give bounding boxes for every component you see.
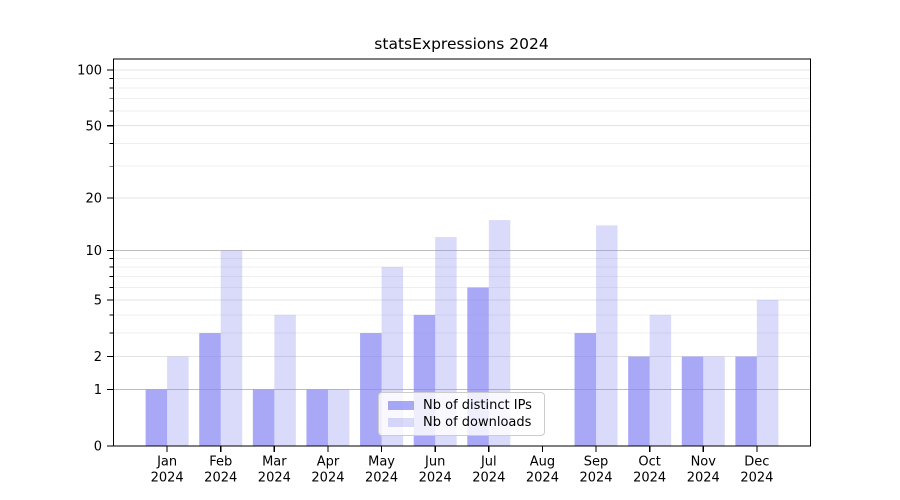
x-tick-label-month-may: May bbox=[368, 455, 395, 470]
legend-label-downloads: Nb of downloads bbox=[423, 415, 532, 430]
x-tick-label-year-jan: 2024 bbox=[151, 471, 184, 486]
bar-nb-of-distinct-ips-feb bbox=[199, 333, 221, 446]
bar-nb-of-distinct-ips-apr bbox=[306, 389, 328, 446]
bar-nb-of-distinct-ips-may bbox=[360, 333, 382, 446]
bar-nb-of-downloads-oct bbox=[649, 314, 672, 446]
legend-swatch-downloads bbox=[388, 418, 414, 427]
legend-item-downloads: Nb of downloads bbox=[388, 415, 535, 430]
bar-nb-of-downloads-dec bbox=[756, 300, 779, 446]
x-tick-label-month-aug: Aug bbox=[530, 455, 555, 470]
bar-nb-of-distinct-ips-nov bbox=[681, 356, 704, 446]
x-tick-label-year-aug: 2024 bbox=[526, 471, 559, 486]
bar-nb-of-downloads-mar bbox=[274, 314, 296, 446]
x-tick-label-year-oct: 2024 bbox=[633, 471, 666, 486]
x-tick-label-month-jun: Jun bbox=[424, 455, 445, 470]
bar-nb-of-downloads-feb bbox=[220, 250, 243, 446]
bar-nb-of-downloads-jul bbox=[488, 220, 511, 446]
x-tick-label-year-apr: 2024 bbox=[311, 471, 344, 486]
legend-item-distinct-ips: Nb of distinct IPs bbox=[388, 398, 535, 413]
x-tick-label-year-jul: 2024 bbox=[472, 471, 505, 486]
bar-nb-of-distinct-ips-oct bbox=[628, 356, 650, 446]
bar-nb-of-distinct-ips-dec bbox=[735, 356, 757, 446]
x-tick-label-month-nov: Nov bbox=[691, 455, 717, 470]
legend-swatch-distinct-ips bbox=[388, 401, 414, 410]
bar-nb-of-downloads-nov bbox=[703, 356, 725, 446]
bar-nb-of-downloads-jan bbox=[167, 356, 189, 446]
y-tick-label-5: 5 bbox=[94, 294, 102, 309]
legend: Nb of distinct IPs Nb of downloads bbox=[378, 392, 545, 436]
y-tick-label-20: 20 bbox=[85, 192, 102, 207]
x-tick-label-year-dec: 2024 bbox=[740, 471, 773, 486]
x-tick-label-month-jul: Jul bbox=[480, 455, 497, 470]
x-tick-label-year-sep: 2024 bbox=[579, 471, 612, 486]
legend-label-distinct-ips: Nb of distinct IPs bbox=[423, 398, 532, 413]
bar-nb-of-distinct-ips-jan bbox=[145, 389, 168, 446]
y-tick-label-10: 10 bbox=[85, 244, 102, 259]
bar-nb-of-distinct-ips-mar bbox=[252, 389, 275, 446]
y-tick-label-100: 100 bbox=[77, 64, 102, 79]
x-tick-label-month-jan: Jan bbox=[156, 455, 177, 470]
x-tick-label-month-feb: Feb bbox=[209, 455, 232, 470]
plot-border bbox=[112, 58, 812, 447]
x-tick-label-year-feb: 2024 bbox=[204, 471, 237, 486]
y-tick-label-2: 2 bbox=[94, 350, 102, 365]
x-tick-label-month-mar: Mar bbox=[262, 455, 287, 470]
x-tick-label-month-dec: Dec bbox=[744, 455, 769, 470]
x-tick-label-month-sep: Sep bbox=[584, 455, 609, 470]
x-tick-label-month-oct: Oct bbox=[638, 455, 660, 470]
x-tick-label-month-apr: Apr bbox=[317, 455, 340, 470]
bar-nb-of-downloads-apr bbox=[327, 389, 350, 446]
x-tick-label-year-nov: 2024 bbox=[687, 471, 720, 486]
x-tick-label-year-may: 2024 bbox=[365, 471, 398, 486]
y-tick-label-50: 50 bbox=[85, 119, 102, 134]
bar-nb-of-downloads-sep bbox=[596, 225, 618, 446]
y-tick-label-1: 1 bbox=[94, 383, 102, 398]
chart-title: statsExpressions 2024 bbox=[374, 35, 549, 53]
bar-nb-of-distinct-ips-sep bbox=[574, 333, 597, 446]
y-tick-label-0: 0 bbox=[94, 440, 102, 455]
x-tick-label-year-jun: 2024 bbox=[419, 471, 452, 486]
x-tick-label-year-mar: 2024 bbox=[258, 471, 291, 486]
